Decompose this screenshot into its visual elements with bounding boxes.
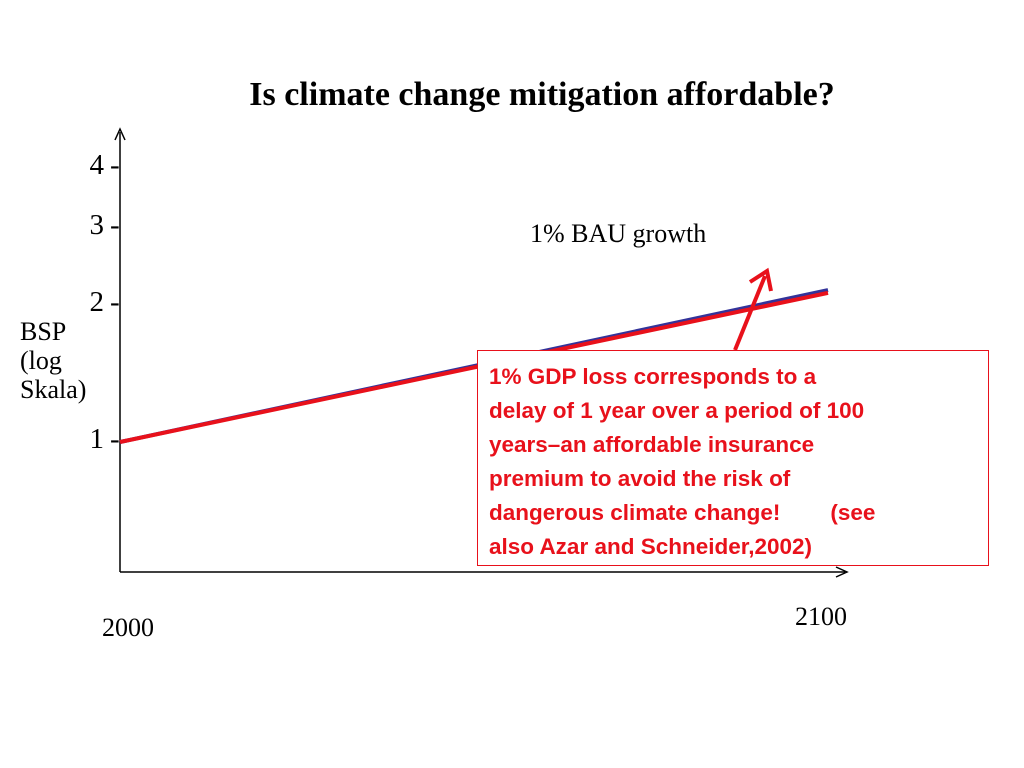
y-tick-label-3: 3	[90, 209, 105, 241]
annotation-callout: 1% GDP loss corresponds to a delay of 1 y…	[477, 350, 989, 566]
y-axis-label-line: Skala)	[20, 375, 87, 404]
y-tick-mark-4: -	[110, 149, 120, 181]
y-axis-label-line: (log	[20, 346, 62, 375]
x-tick-label-2000: 2000	[102, 613, 154, 642]
x-axis-arrowhead	[835, 566, 849, 578]
series-line-mitigation	[119, 290, 829, 444]
y-axis-label: BSP (log Skala)	[20, 317, 140, 404]
callout-line: premium to avoid the risk of	[489, 466, 791, 491]
callout-line: years–an affordable insurance	[489, 432, 815, 457]
y-tick-label-2: 2	[90, 286, 105, 318]
callout-line: delay of 1 year over a period of 100	[489, 398, 865, 423]
y-tick-label-1: 1	[90, 423, 105, 455]
series-label-bau: 1% BAU growth	[530, 219, 706, 248]
x-tick-label-2100: 2100	[795, 602, 847, 631]
y-axis-label-line: BSP	[20, 317, 67, 346]
callout-line: also Azar and Schneider,2002)	[489, 534, 813, 559]
y-tick-mark-2: -	[110, 286, 120, 318]
callout-arrow	[733, 275, 767, 351]
callout-line: 1% GDP loss corresponds to a	[489, 364, 817, 389]
y-tick-label-4: 4	[90, 149, 105, 181]
slide-title: Is climate change mitigation affordable?	[249, 76, 835, 113]
callout-arrowhead	[748, 267, 773, 292]
callout-line: dangerous climate change! (see	[489, 500, 876, 525]
y-tick-mark-3: -	[110, 209, 120, 241]
y-tick-mark-1: -	[110, 423, 120, 455]
y-axis-arrowhead	[114, 127, 126, 141]
